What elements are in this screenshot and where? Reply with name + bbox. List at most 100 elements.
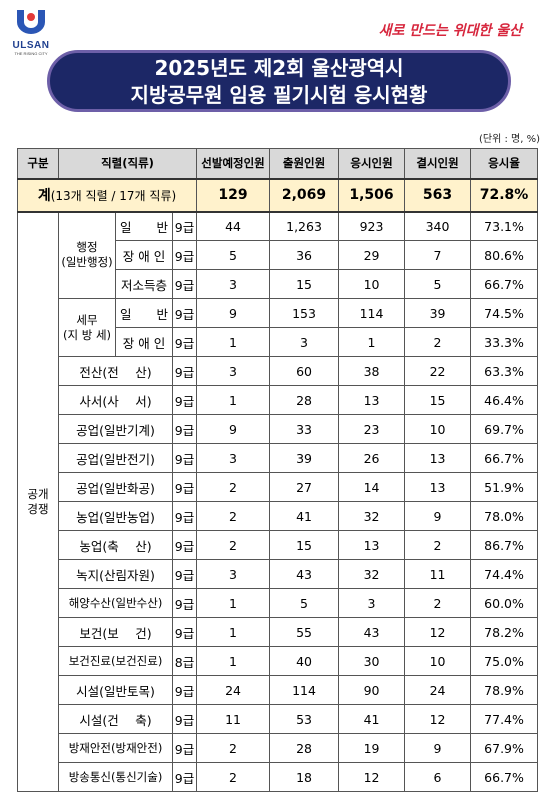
value-cell: 1	[196, 646, 271, 676]
grade-cell: 9급	[171, 356, 198, 386]
value-cell: 5	[269, 588, 340, 618]
col-header: 응시인원	[338, 148, 406, 180]
value-cell: 3	[196, 269, 271, 299]
value-cell: 32	[338, 501, 406, 531]
value-cell: 39	[404, 298, 472, 328]
data-row: 장 애 인 9급 1 3 1 2 33.3%	[18, 327, 539, 357]
value-cell: 78.9%	[470, 675, 539, 705]
data-row: 방송통신(통신기술) 9급 2 18 12 6 66.7%	[18, 762, 539, 792]
col-header: 출원인원	[269, 148, 340, 180]
grade-cell: 9급	[171, 762, 198, 792]
data-row: 세무 (지 방 세) 일 반 9급 9 153 114 39 74.5%	[18, 298, 539, 357]
value-cell: 32	[338, 559, 406, 589]
row-name: 농업(축 산)	[58, 530, 173, 560]
grade-cell: 9급	[171, 385, 198, 415]
value-cell: 66.7%	[470, 269, 539, 299]
value-cell: 66.7%	[470, 762, 539, 792]
value-cell: 15	[269, 530, 340, 560]
row-name: 공업(일반기계)	[58, 414, 173, 444]
total-row: 계(13개 직렬 / 17개 직류) 129 2,069 1,506 563 7…	[16, 178, 539, 213]
value-cell: 11	[196, 704, 271, 734]
grade-cell: 9급	[171, 501, 198, 531]
data-row: 해양수산(일반수산) 9급 1 5 3 2 60.0%	[18, 588, 539, 618]
value-cell: 2	[196, 733, 271, 763]
value-cell: 60.0%	[470, 588, 539, 618]
value-cell: 41	[338, 704, 406, 734]
value-cell: 78.2%	[470, 617, 539, 647]
value-cell: 67.9%	[470, 733, 539, 763]
title-banner: 2025년도 제2회 울산광역시 지방공무원 임용 필기시험 응시현황	[47, 50, 511, 112]
table-body: 계(13개 직렬 / 17개 직류) 129 2,069 1,506 563 7…	[16, 178, 539, 792]
value-cell: 15	[404, 385, 472, 415]
value-cell: 33	[269, 414, 340, 444]
value-cell: 66.7%	[470, 443, 539, 473]
title-line: 2025년도 제2회 울산광역시	[154, 56, 404, 80]
grade-cell: 9급	[171, 269, 198, 299]
row-name: 장 애 인	[115, 240, 173, 270]
label-line: (일반행정)	[61, 255, 113, 270]
grade-cell: 9급	[171, 675, 198, 705]
value-cell: 9	[196, 414, 271, 444]
value-cell: 1	[338, 327, 406, 357]
value-cell: 75.0%	[470, 646, 539, 676]
label-cell: 세무 (지 방 세)	[58, 298, 116, 357]
label-line: 행정	[76, 240, 98, 255]
value-cell: 27	[269, 472, 340, 502]
value-cell: 28	[269, 733, 340, 763]
value-cell: 9	[404, 501, 472, 531]
value-cell: 12	[404, 617, 472, 647]
value-cell: 86.7%	[470, 530, 539, 560]
data-row: 전산(전 산) 9급 3 60 38 22 63.3%	[18, 356, 539, 386]
value-cell: 46.4%	[470, 385, 539, 415]
value-cell: 51.9%	[470, 472, 539, 502]
logo-sub: THE RISING CITY	[14, 51, 48, 56]
value-cell: 153	[269, 298, 340, 328]
label-line: 공개	[27, 486, 49, 501]
grade-cell: 9급	[171, 298, 198, 328]
total-cell: 1,506	[338, 178, 406, 213]
data-row: 농업(일반농업) 9급 2 41 32 9 78.0%	[18, 501, 539, 531]
value-cell: 2	[404, 327, 472, 357]
value-cell: 60	[269, 356, 340, 386]
grade-cell: 9급	[171, 617, 198, 647]
value-cell: 1	[196, 617, 271, 647]
grade-cell: 9급	[171, 559, 198, 589]
logo-text: ULSAN	[12, 40, 50, 51]
row-name: 시설(건 축)	[58, 704, 173, 734]
value-cell: 114	[269, 675, 340, 705]
value-cell: 73.1%	[470, 211, 539, 241]
label-cell: 공개 경쟁	[17, 211, 59, 792]
value-cell: 114	[338, 298, 406, 328]
value-cell: 43	[338, 617, 406, 647]
col-header: 구분	[17, 148, 59, 180]
data-row: 방재안전(방재안전) 9급 2 28 19 9 67.9%	[18, 733, 539, 763]
value-cell: 12	[404, 704, 472, 734]
row-name: 장 애 인	[115, 327, 173, 357]
value-cell: 78.0%	[470, 501, 539, 531]
row-name: 농업(일반농업)	[58, 501, 173, 531]
value-cell: 74.5%	[470, 298, 539, 328]
value-cell: 80.6%	[470, 240, 539, 270]
value-cell: 3	[196, 443, 271, 473]
value-cell: 30	[338, 646, 406, 676]
total-cell: 129	[196, 178, 271, 213]
value-cell: 24	[196, 675, 271, 705]
value-cell: 40	[269, 646, 340, 676]
value-cell: 2	[196, 472, 271, 502]
data-row: 공개 경쟁 행정 (일반행정) 일 반 9급 44 1,263 923 340 73.1%	[17, 211, 539, 792]
value-cell: 13	[404, 472, 472, 502]
value-cell: 24	[404, 675, 472, 705]
data-row: 보건진료(보건진료) 8급 1 40 30 10 75.0%	[18, 646, 539, 676]
total-label: 계(13개 직렬 / 17개 직류)	[16, 178, 198, 213]
label-line: (지 방 세)	[62, 327, 112, 342]
value-cell: 1	[196, 588, 271, 618]
data-row: 공업(일반전기) 9급 3 39 26 13 66.7%	[18, 443, 539, 473]
value-cell: 74.4%	[470, 559, 539, 589]
grade-cell: 9급	[171, 704, 198, 734]
data-row: 저소득층 9급 3 15 10 5 66.7%	[18, 269, 539, 299]
value-cell: 53	[269, 704, 340, 734]
slogan: 새로 만드는 위대한 울산	[378, 23, 522, 39]
label-line: 세무	[76, 312, 98, 327]
row-name: 사서(사 서)	[58, 385, 173, 415]
value-cell: 63.3%	[470, 356, 539, 386]
